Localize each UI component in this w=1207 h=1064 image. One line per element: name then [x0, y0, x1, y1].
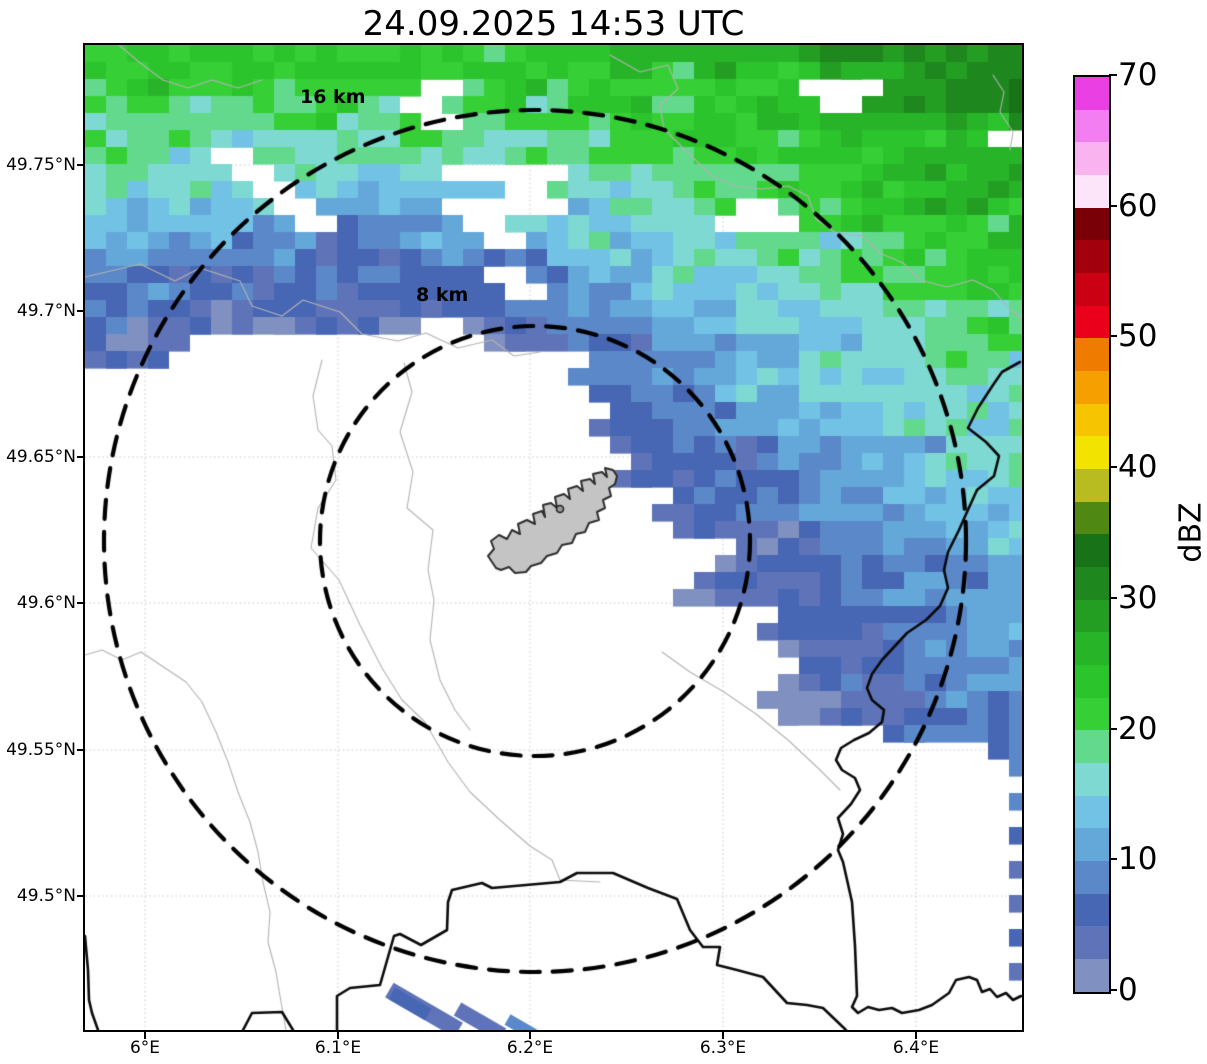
- colorbar: [1073, 75, 1111, 994]
- colorbar-tick-mark: [1109, 204, 1117, 207]
- colorbar-tick-label: 10: [1118, 841, 1158, 878]
- lat-tick-label: 49.6°N: [16, 593, 76, 613]
- colorbar-segment: [1075, 632, 1109, 666]
- lat-tick-mark: [77, 749, 85, 751]
- lat-tick-label: 49.65°N: [6, 447, 76, 467]
- lat-tick-label: 49.55°N: [6, 740, 76, 760]
- colorbar-segment: [1075, 665, 1109, 698]
- lat-tick-mark: [77, 602, 85, 604]
- lon-tick-label: 6.1°E: [314, 1038, 362, 1058]
- lon-tick-label: 6°E: [129, 1038, 161, 1058]
- colorbar-segment: [1075, 893, 1109, 927]
- range-ring-16km-label: 16 km: [300, 86, 366, 108]
- lon-tick-mark: [337, 1031, 339, 1039]
- lat-tick-label: 49.7°N: [16, 301, 76, 321]
- colorbar-segment: [1075, 109, 1109, 143]
- colorbar-tick-label: 30: [1118, 579, 1158, 616]
- colorbar-segment: [1075, 795, 1109, 829]
- colorbar-tick-label: 50: [1118, 318, 1158, 355]
- colorbar-tick-mark: [1109, 727, 1117, 730]
- colorbar-tick-mark: [1109, 74, 1117, 76]
- lon-tick-mark: [722, 1031, 724, 1039]
- colorbar-segment: [1075, 469, 1109, 502]
- plot-title: 24.09.2025 14:53 UTC: [362, 4, 745, 44]
- colorbar-segment: [1075, 926, 1109, 960]
- lat-tick-mark: [77, 456, 85, 458]
- lat-tick-label: 49.5°N: [16, 886, 76, 906]
- lat-tick-label: 49.75°N: [6, 155, 76, 175]
- colorbar-segment: [1075, 534, 1109, 568]
- colorbar-segment: [1075, 207, 1109, 241]
- colorbar-segment: [1075, 436, 1109, 470]
- colorbar-tick-mark: [1109, 858, 1117, 861]
- lon-tick-mark: [915, 1031, 917, 1039]
- lon-tick-label: 6.4°E: [892, 1038, 940, 1058]
- colorbar-tick-mark: [1109, 335, 1117, 338]
- lat-tick-mark: [77, 895, 85, 897]
- colorbar-tick-label: 0: [1118, 972, 1138, 1008]
- colorbar-segment: [1075, 501, 1109, 535]
- colorbar-segment: [1075, 763, 1109, 796]
- colorbar-segment: [1075, 959, 1109, 992]
- lat-tick-mark: [77, 164, 85, 166]
- colorbar-segment: [1075, 861, 1109, 894]
- colorbar-segment: [1075, 697, 1109, 731]
- colorbar-tick-label: 20: [1118, 710, 1158, 747]
- colorbar-segment: [1075, 175, 1109, 208]
- lat-tick-mark: [77, 310, 85, 312]
- radar-map-canvas: [85, 45, 1022, 1030]
- colorbar-segment: [1075, 77, 1109, 110]
- colorbar-tick-mark: [1109, 596, 1117, 599]
- lon-tick-mark: [529, 1031, 531, 1039]
- colorbar-segment: [1075, 730, 1109, 764]
- colorbar-unit-label: dBZ: [1173, 502, 1207, 563]
- colorbar-tick-mark: [1109, 989, 1117, 991]
- range-ring-8km-label: 8 km: [416, 284, 469, 306]
- lon-tick-label: 6.2°E: [506, 1038, 554, 1058]
- colorbar-segment: [1075, 273, 1109, 306]
- colorbar-tick-mark: [1109, 466, 1117, 469]
- colorbar-segment: [1075, 305, 1109, 339]
- colorbar-tick-label: 70: [1118, 57, 1158, 93]
- colorbar-tick-label: 60: [1118, 187, 1158, 224]
- colorbar-segment: [1075, 828, 1109, 862]
- colorbar-segment: [1075, 240, 1109, 274]
- colorbar-segment: [1075, 338, 1109, 372]
- colorbar-segment: [1075, 403, 1109, 437]
- colorbar-segment: [1075, 567, 1109, 600]
- colorbar-segment: [1075, 371, 1109, 404]
- colorbar-segment: [1075, 599, 1109, 633]
- map-plot-area: 16 km 8 km: [83, 43, 1024, 1032]
- colorbar-segment: [1075, 142, 1109, 176]
- colorbar-tick-label: 40: [1118, 449, 1158, 486]
- lon-tick-mark: [144, 1031, 146, 1039]
- lon-tick-label: 6.3°E: [699, 1038, 747, 1058]
